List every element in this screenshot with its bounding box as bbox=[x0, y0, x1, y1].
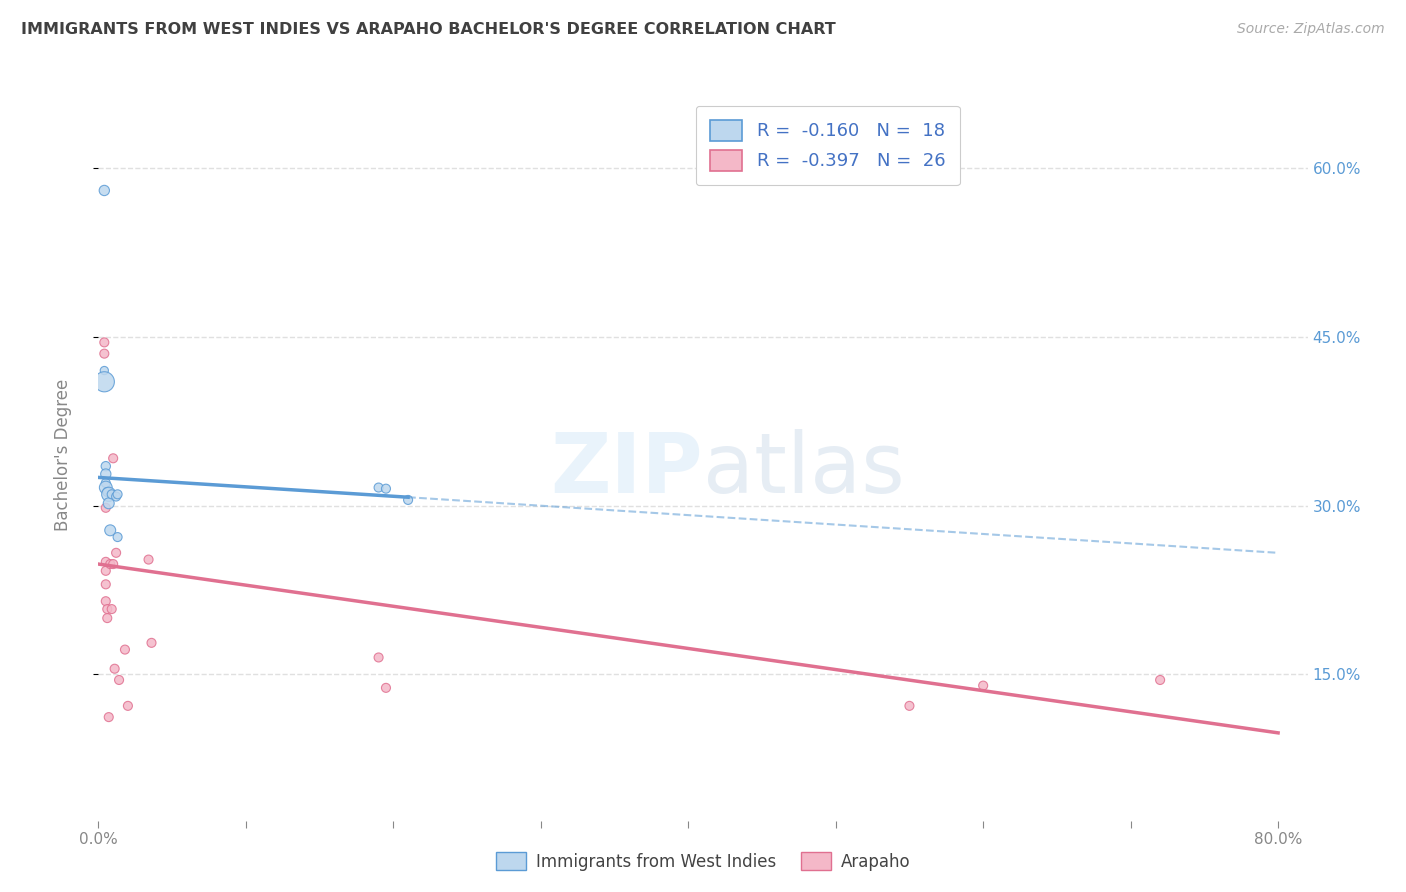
Point bbox=[101, 557, 124, 571]
Point bbox=[96, 485, 118, 500]
Point bbox=[97, 496, 120, 510]
Legend: Immigrants from West Indies, Arapaho: Immigrants from West Indies, Arapaho bbox=[488, 844, 918, 880]
Point bbox=[141, 636, 163, 650]
Point bbox=[105, 490, 128, 504]
Point bbox=[93, 363, 115, 377]
Point bbox=[94, 555, 117, 569]
Point bbox=[1149, 673, 1171, 687]
Point bbox=[375, 681, 398, 695]
Point bbox=[94, 476, 117, 491]
Point bbox=[98, 524, 121, 538]
Point bbox=[94, 500, 117, 515]
Point bbox=[375, 482, 398, 496]
Point bbox=[100, 487, 122, 501]
Point bbox=[94, 577, 117, 591]
Legend: R =  -0.160   N =  18, R =  -0.397   N =  26: R = -0.160 N = 18, R = -0.397 N = 26 bbox=[696, 105, 960, 186]
Text: IMMIGRANTS FROM WEST INDIES VS ARAPAHO BACHELOR'S DEGREE CORRELATION CHART: IMMIGRANTS FROM WEST INDIES VS ARAPAHO B… bbox=[21, 22, 835, 37]
Point bbox=[93, 184, 115, 198]
Point bbox=[93, 335, 115, 350]
Point bbox=[114, 642, 136, 657]
Point bbox=[972, 679, 994, 693]
Point bbox=[138, 552, 160, 566]
Point bbox=[367, 481, 389, 495]
Point bbox=[97, 710, 120, 724]
Point bbox=[94, 564, 117, 578]
Point bbox=[93, 346, 115, 360]
Y-axis label: Bachelor's Degree: Bachelor's Degree bbox=[53, 379, 72, 531]
Point bbox=[105, 546, 128, 560]
Point bbox=[898, 698, 921, 713]
Text: Source: ZipAtlas.com: Source: ZipAtlas.com bbox=[1237, 22, 1385, 37]
Point bbox=[94, 467, 117, 481]
Point bbox=[104, 662, 127, 676]
Point bbox=[100, 602, 122, 616]
Point bbox=[107, 487, 129, 501]
Point bbox=[367, 650, 389, 665]
Text: atlas: atlas bbox=[703, 429, 904, 510]
Point bbox=[94, 594, 117, 608]
Point bbox=[101, 451, 124, 466]
Point bbox=[396, 492, 419, 507]
Point bbox=[117, 698, 139, 713]
Point bbox=[98, 557, 121, 571]
Point bbox=[93, 375, 115, 389]
Point bbox=[96, 611, 118, 625]
Point bbox=[94, 459, 117, 474]
Point bbox=[97, 487, 120, 501]
Point bbox=[94, 481, 117, 495]
Point bbox=[107, 530, 129, 544]
Text: ZIP: ZIP bbox=[551, 429, 703, 510]
Point bbox=[96, 602, 118, 616]
Point bbox=[108, 673, 131, 687]
